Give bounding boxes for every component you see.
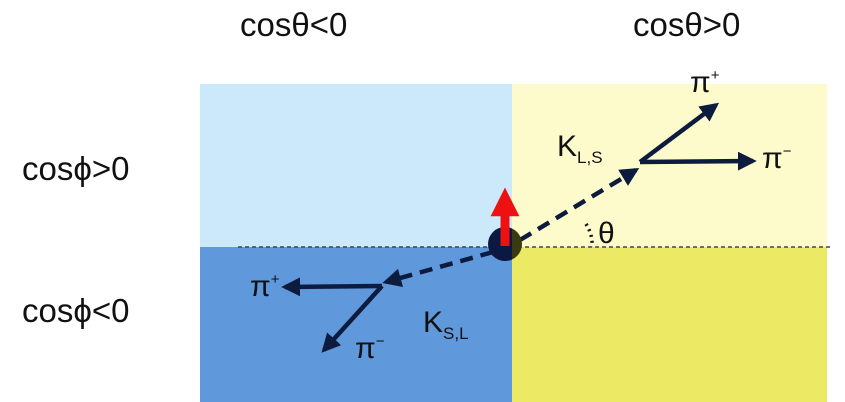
quadrant-top-left	[200, 84, 512, 247]
row-header-top: cosϕ>0	[22, 150, 129, 187]
lower-pi-minus-label: π−	[355, 332, 385, 365]
column-header-left: cosθ<0	[240, 6, 347, 43]
lower-pi-plus-label: π+	[250, 270, 280, 303]
lower-kaon-label: KS,L	[423, 306, 469, 343]
row-header-bottom: cosϕ<0	[22, 292, 129, 329]
lower-kaon-path	[382, 249, 494, 288]
lower-pi-plus-arrow	[281, 277, 383, 297]
upper-pi-plus-arrow	[638, 102, 720, 164]
angle-label: θ	[598, 217, 615, 250]
upper-kaon-label: KL,S	[557, 130, 603, 167]
column-header-right: cosθ>0	[633, 6, 740, 43]
upper-pi-plus-label: π+	[690, 66, 720, 99]
upper-pi-minus-arrow	[639, 151, 757, 171]
quadrant-bottom-right	[512, 247, 827, 402]
lower-pi-minus-arrow	[321, 284, 384, 353]
quadrant-top-right	[512, 84, 827, 247]
upper-pi-minus-label: π−	[762, 142, 792, 175]
angle-arc	[584, 223, 594, 248]
quadrant-bottom-left	[200, 247, 512, 402]
upper-kaon-path	[518, 168, 640, 242]
